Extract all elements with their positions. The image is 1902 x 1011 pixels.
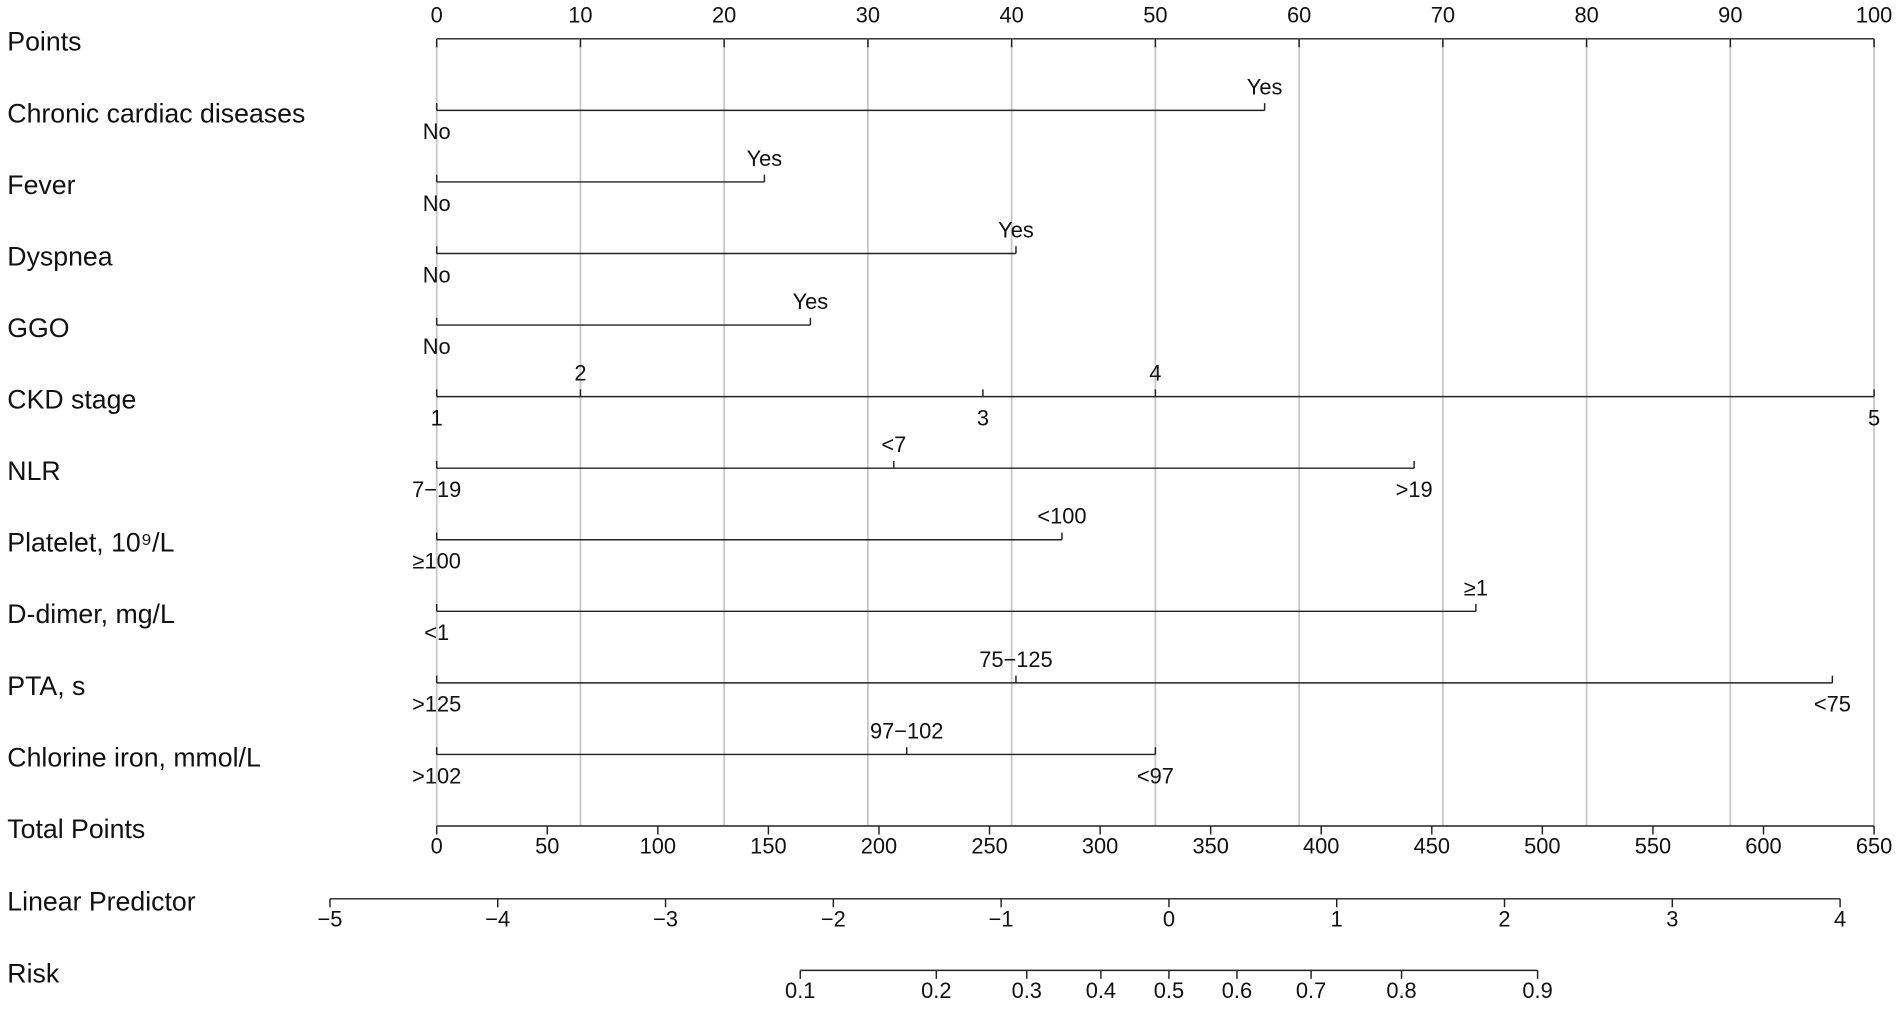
level-label: 75−125 <box>979 647 1052 672</box>
row-label: Chronic cardiac diseases <box>7 98 305 128</box>
level-label: ≥1 <box>1464 575 1488 600</box>
tick-label: 550 <box>1635 834 1671 859</box>
tick-label: 80 <box>1574 3 1598 28</box>
tick-label: 0 <box>431 3 443 28</box>
tick-label: 40 <box>1000 3 1024 28</box>
tick-label: 0.3 <box>1012 978 1042 1003</box>
tick-label: 0.6 <box>1222 978 1252 1003</box>
tick-label: 2 <box>1498 906 1510 931</box>
tick-label: 150 <box>750 834 786 859</box>
tick-label: 600 <box>1745 834 1781 859</box>
level-label: No <box>423 119 451 144</box>
row-label: Linear Predictor <box>7 887 195 917</box>
row-label: Platelet, 10⁹/L <box>7 528 174 558</box>
tick-label: 250 <box>971 834 1007 859</box>
level-label: >125 <box>412 692 461 717</box>
tick-label: 10 <box>568 3 592 28</box>
level-label: 7−19 <box>412 477 461 502</box>
tick-label: 50 <box>1143 3 1167 28</box>
level-label: 5 <box>1868 405 1880 430</box>
row-label: GGO <box>7 313 69 343</box>
tick-label: 400 <box>1303 834 1339 859</box>
row-label: Total Points <box>7 814 145 844</box>
level-label: 97−102 <box>870 718 943 743</box>
tick-label: 450 <box>1414 834 1450 859</box>
tick-label: 350 <box>1192 834 1228 859</box>
row-label: PTA, s <box>7 671 85 701</box>
level-label: No <box>423 334 451 359</box>
tick-label: 90 <box>1718 3 1742 28</box>
tick-label: 0.9 <box>1522 978 1552 1003</box>
tick-label: 100 <box>1856 3 1892 28</box>
tick-label: 0.8 <box>1386 978 1416 1003</box>
level-label: ≥100 <box>413 549 461 574</box>
level-label: >19 <box>1396 477 1433 502</box>
tick-label: 4 <box>1834 906 1846 931</box>
row-label: CKD stage <box>7 385 136 415</box>
level-label: <100 <box>1037 504 1086 529</box>
level-label: 3 <box>977 405 989 430</box>
tick-label: 50 <box>535 834 559 859</box>
tick-label: −3 <box>653 906 678 931</box>
row-label: Points <box>7 27 81 57</box>
tick-label: 650 <box>1856 834 1892 859</box>
level-label: No <box>423 262 451 287</box>
tick-label: 70 <box>1431 3 1455 28</box>
level-label: >102 <box>412 763 461 788</box>
tick-label: −2 <box>821 906 846 931</box>
tick-label: 20 <box>712 3 736 28</box>
tick-label: 0.5 <box>1154 978 1184 1003</box>
tick-label: 0.1 <box>785 978 815 1003</box>
level-label: 1 <box>431 405 443 430</box>
row-label: Dyspnea <box>7 241 112 271</box>
tick-label: 200 <box>861 834 897 859</box>
level-label: Yes <box>1247 74 1283 99</box>
level-label: Yes <box>998 217 1034 242</box>
tick-label: 0.7 <box>1296 978 1326 1003</box>
tick-label: 1 <box>1331 906 1343 931</box>
tick-label: 0.2 <box>921 978 951 1003</box>
row-label: Risk <box>7 958 60 988</box>
tick-label: 500 <box>1524 834 1560 859</box>
tick-label: 60 <box>1287 3 1311 28</box>
level-label: 2 <box>574 361 586 386</box>
level-label: 4 <box>1149 361 1161 386</box>
tick-label: 30 <box>856 3 880 28</box>
tick-label: 300 <box>1082 834 1118 859</box>
level-label: <75 <box>1814 692 1851 717</box>
level-label: <97 <box>1137 763 1174 788</box>
tick-label: 0 <box>1163 906 1175 931</box>
row-label: NLR <box>7 456 60 486</box>
level-label: Yes <box>747 146 783 171</box>
level-label: <1 <box>424 620 449 645</box>
level-label: <7 <box>881 432 906 457</box>
tick-label: 100 <box>640 834 676 859</box>
tick-label: 0 <box>431 834 443 859</box>
row-label: Fever <box>7 170 75 200</box>
row-label: D-dimer, mg/L <box>7 599 174 629</box>
tick-label: −1 <box>989 906 1014 931</box>
tick-label: −4 <box>485 906 510 931</box>
level-label: No <box>423 191 451 216</box>
tick-label: −5 <box>318 906 343 931</box>
tick-label: 0.4 <box>1086 978 1116 1003</box>
tick-label: 3 <box>1666 906 1678 931</box>
level-label: Yes <box>793 289 829 314</box>
row-label: Chlorine iron, mmol/L <box>7 742 260 772</box>
